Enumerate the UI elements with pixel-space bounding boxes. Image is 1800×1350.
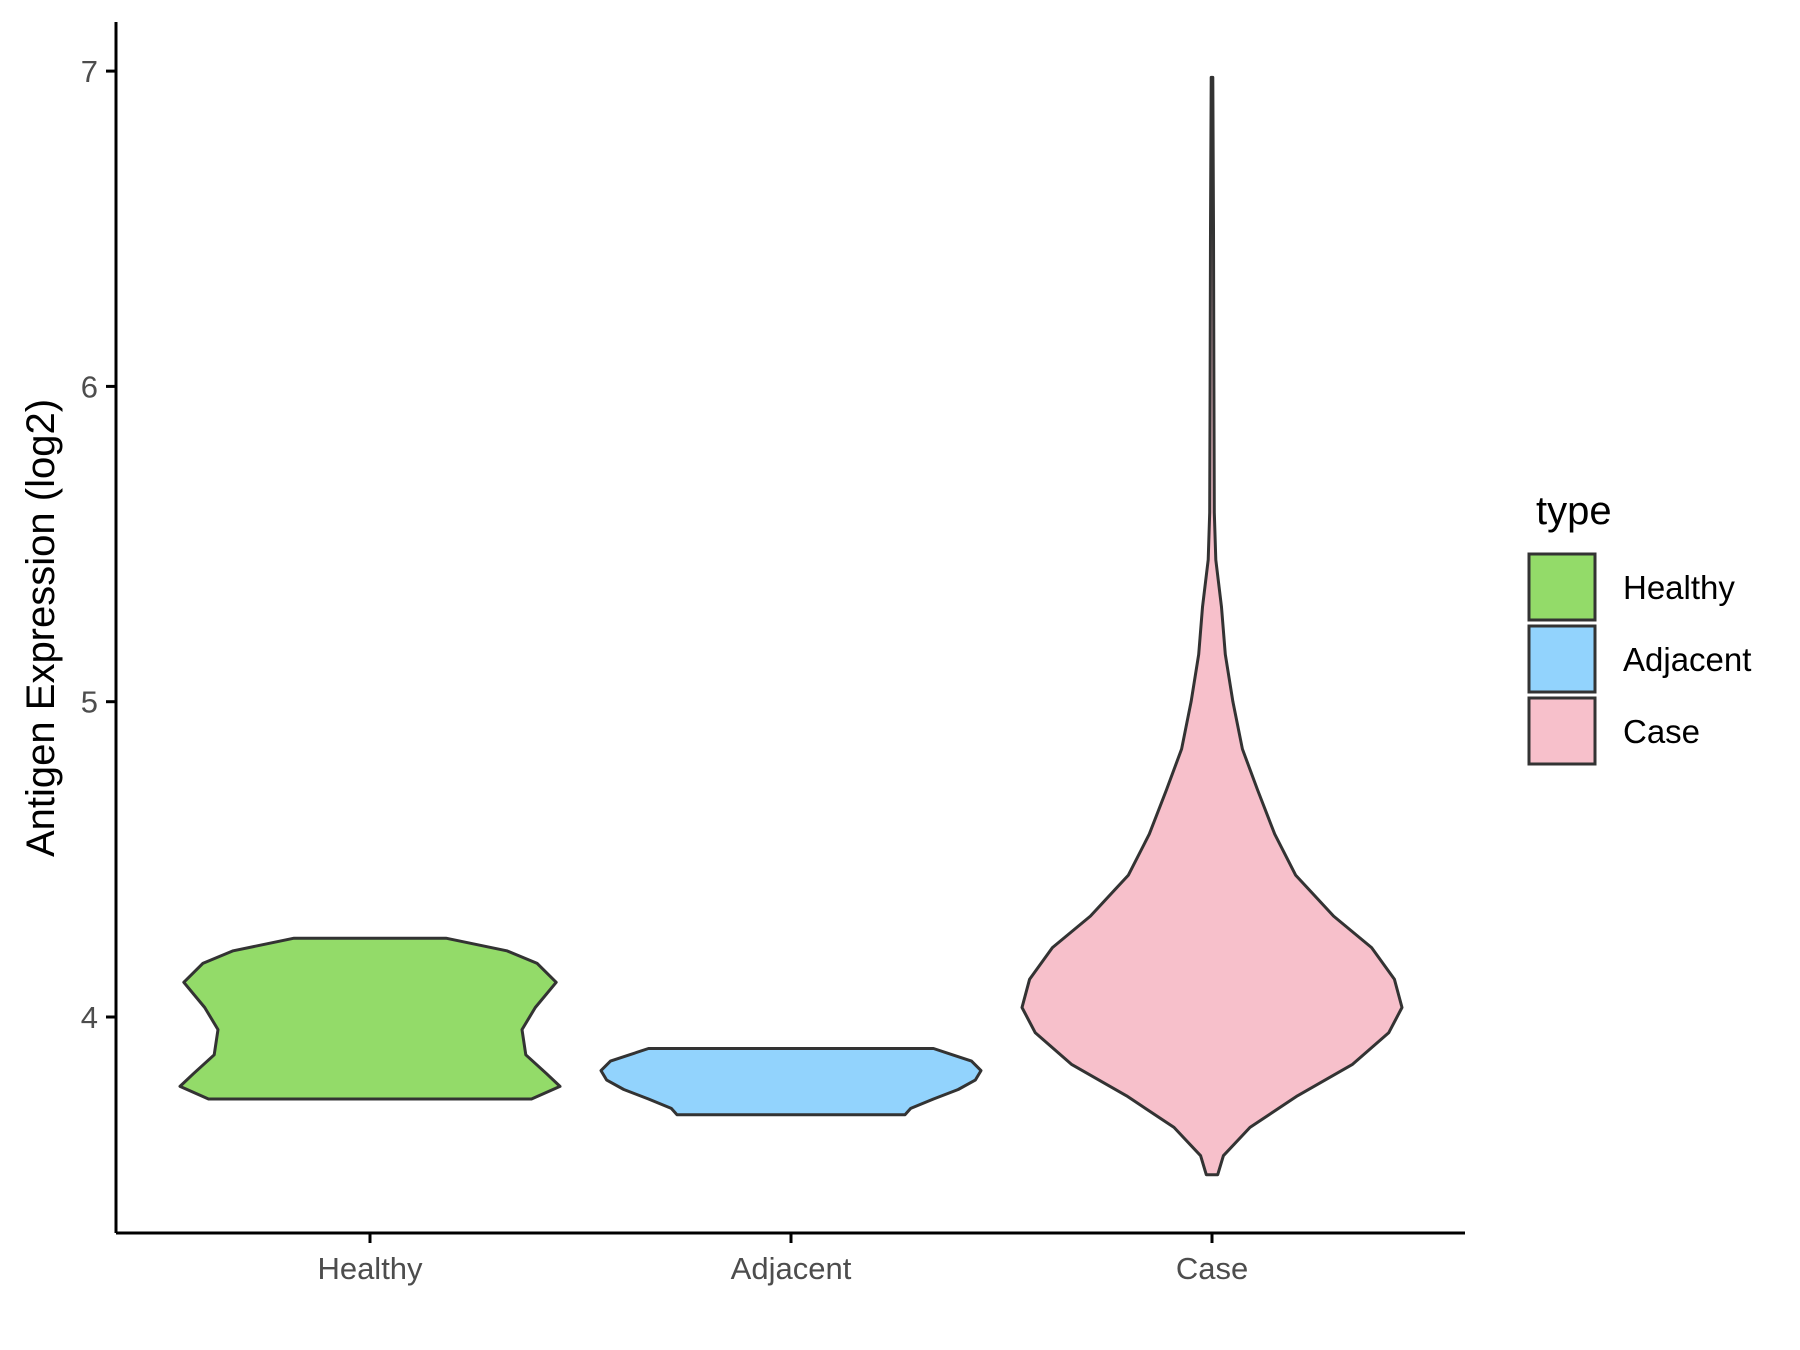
- x-tick-label: Healthy: [317, 1251, 423, 1286]
- legend-title: type: [1536, 489, 1612, 533]
- y-axis-title: Antigen Expression (log2): [19, 399, 63, 857]
- legend-key-adjacent: [1527, 624, 1597, 694]
- y-axis-ticks: 4 5 6 7: [81, 54, 116, 1035]
- x-tick-label: Adjacent: [731, 1251, 852, 1286]
- legend-label-healthy: Healthy: [1623, 569, 1735, 606]
- x-tick-label: Case: [1176, 1251, 1248, 1286]
- y-tick-label: 4: [81, 1000, 98, 1035]
- y-tick-label: 6: [81, 369, 98, 404]
- y-tick-label: 5: [81, 685, 98, 720]
- y-tick-label: 7: [81, 54, 98, 89]
- legend: type Healthy Adjacent Case: [1527, 489, 1751, 766]
- legend-label-adjacent: Adjacent: [1623, 641, 1751, 678]
- legend-key-healthy: [1527, 552, 1597, 622]
- legend-label-case: Case: [1623, 713, 1700, 750]
- violin-adjacent: [599, 1047, 983, 1117]
- legend-key-case: [1527, 696, 1597, 766]
- violin-layer: [178, 75, 1404, 1177]
- x-axis-ticks: Healthy Adjacent Case: [317, 1233, 1248, 1286]
- violin-case: [1020, 75, 1404, 1177]
- violin-healthy: [178, 936, 562, 1101]
